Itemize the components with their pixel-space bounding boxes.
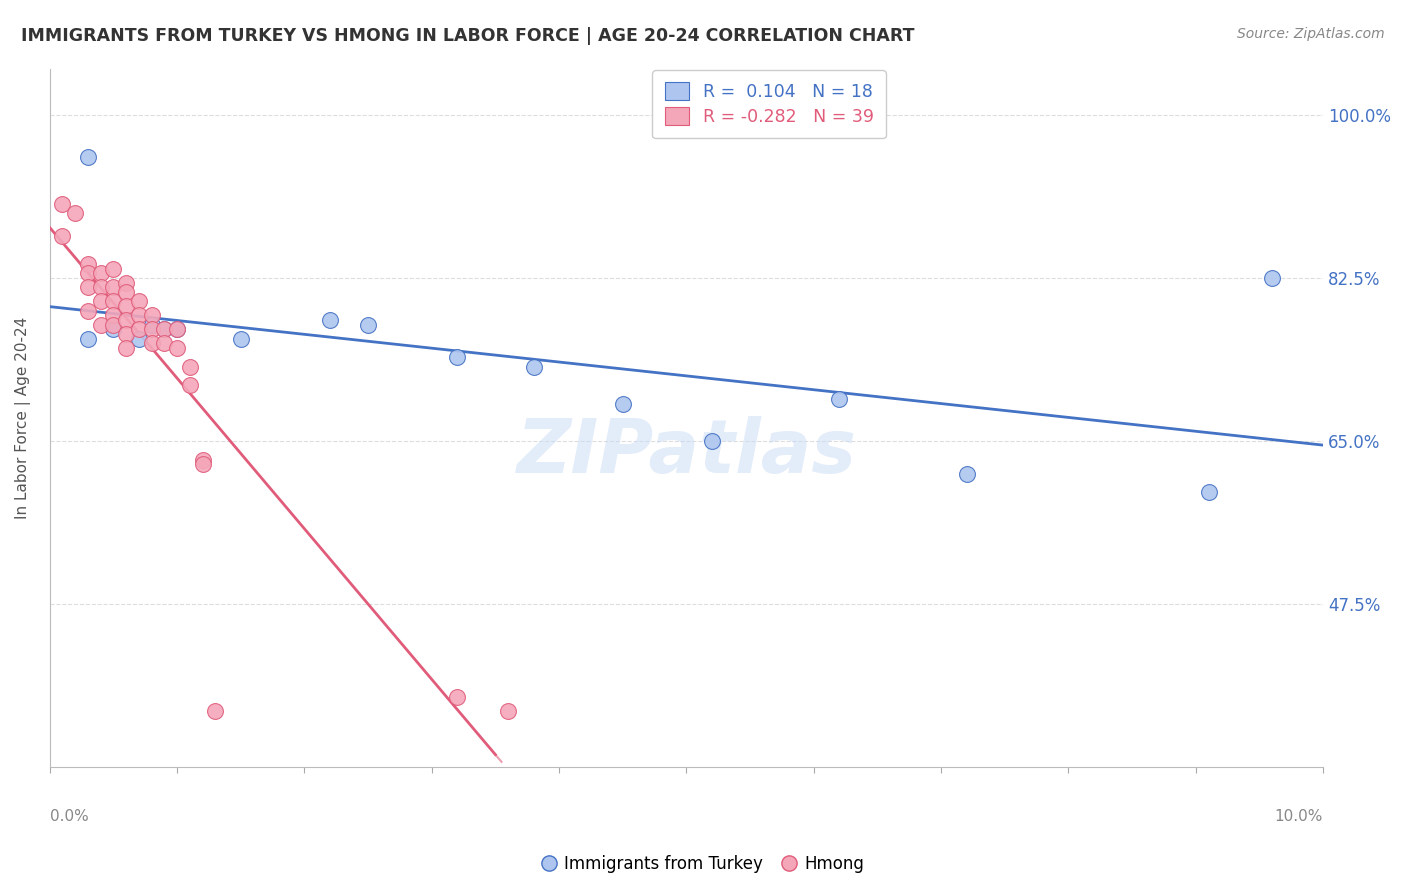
Text: IMMIGRANTS FROM TURKEY VS HMONG IN LABOR FORCE | AGE 20-24 CORRELATION CHART: IMMIGRANTS FROM TURKEY VS HMONG IN LABOR… [21, 27, 914, 45]
Point [166, 341, 188, 355]
Point [955, 467, 977, 481]
Point [141, 322, 163, 336]
Point [828, 392, 851, 407]
Text: 10.0%: 10.0% [1275, 809, 1323, 824]
Point [229, 332, 252, 346]
Point [357, 318, 380, 332]
Point [141, 309, 163, 323]
Point [128, 322, 150, 336]
Point [191, 458, 214, 472]
Point [166, 322, 188, 336]
Point [63, 206, 86, 220]
Point [115, 341, 138, 355]
Point [523, 359, 546, 374]
Point [115, 285, 138, 299]
Point [141, 336, 163, 351]
Point [191, 452, 214, 467]
Point [128, 332, 150, 346]
Point [77, 257, 100, 271]
Point [179, 359, 201, 374]
Point [153, 322, 176, 336]
Point [612, 397, 634, 411]
Point [90, 267, 112, 281]
Point [179, 378, 201, 392]
Point [128, 309, 150, 323]
Point [153, 336, 176, 351]
Point [115, 276, 138, 290]
Point [90, 318, 112, 332]
Point [103, 309, 125, 323]
Point [496, 704, 519, 718]
Point [446, 351, 468, 365]
Point [103, 280, 125, 294]
Point [128, 294, 150, 309]
Text: Source: ZipAtlas.com: Source: ZipAtlas.com [1237, 27, 1385, 41]
Point [700, 434, 723, 449]
Text: ZIPatlas: ZIPatlas [516, 417, 856, 490]
Point [115, 313, 138, 327]
Point [77, 267, 100, 281]
Point [51, 196, 73, 211]
Point [77, 150, 100, 164]
Point [103, 294, 125, 309]
Point [141, 318, 163, 332]
Point [115, 299, 138, 313]
Point [1198, 485, 1220, 500]
Point [103, 322, 125, 336]
Point [103, 261, 125, 276]
Point [77, 280, 100, 294]
Point [77, 332, 100, 346]
Point [204, 704, 226, 718]
Legend: Immigrants from Turkey, Hmong: Immigrants from Turkey, Hmong [536, 848, 870, 880]
Point [115, 326, 138, 341]
Point [166, 322, 188, 336]
Y-axis label: In Labor Force | Age 20-24: In Labor Force | Age 20-24 [15, 317, 31, 519]
Point [77, 303, 100, 318]
Point [51, 229, 73, 244]
Point [319, 313, 342, 327]
Point [153, 322, 176, 336]
Point [90, 280, 112, 294]
Point [1261, 271, 1284, 285]
Point [103, 318, 125, 332]
Legend: R =  0.104   N = 18, R = -0.282   N = 39: R = 0.104 N = 18, R = -0.282 N = 39 [652, 70, 886, 138]
Text: 0.0%: 0.0% [49, 809, 89, 824]
Point [90, 294, 112, 309]
Point [446, 690, 468, 705]
